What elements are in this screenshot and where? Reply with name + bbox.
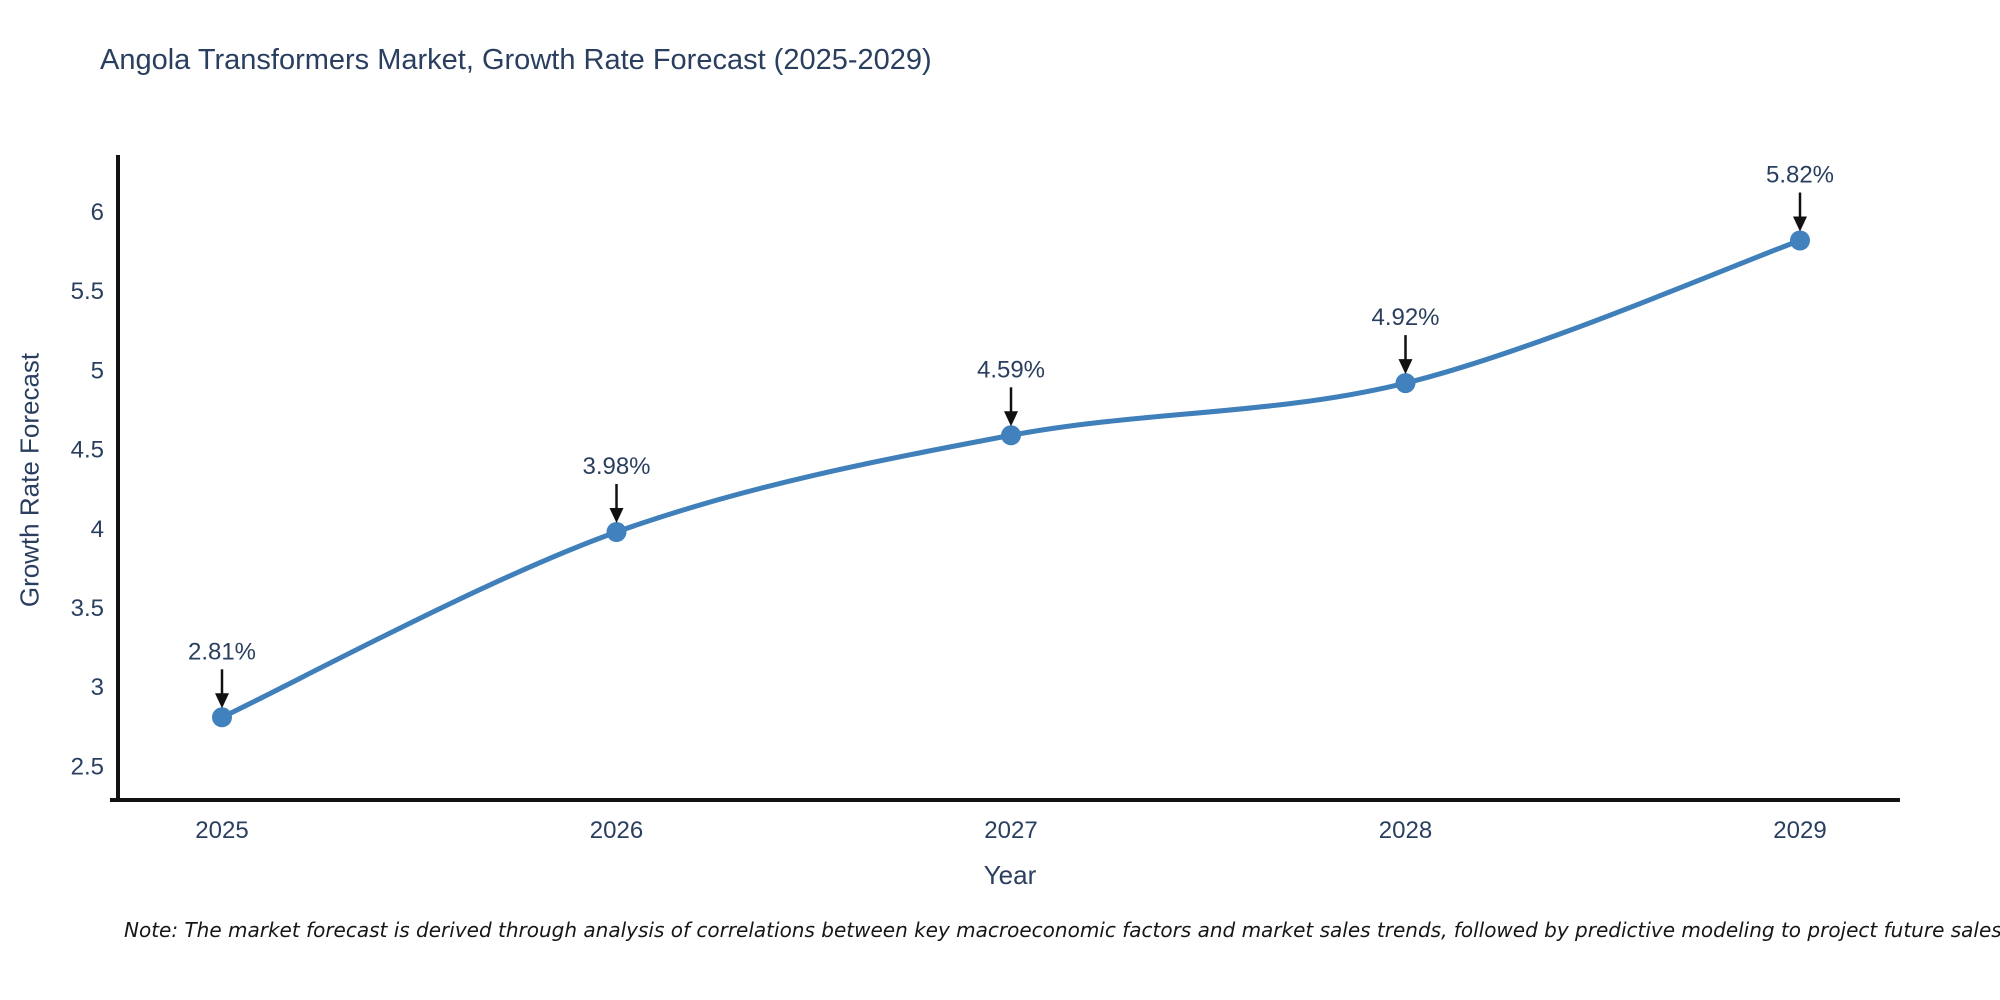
y-tick-label: 5 [91, 357, 104, 384]
y-tick-label: 4 [91, 516, 104, 543]
data-point-2026 [606, 522, 627, 542]
x-tick-label: 2028 [1379, 817, 1432, 844]
annotation-label: 3.98% [582, 453, 650, 480]
chart-title: Angola Transformers Market, Growth Rate … [100, 44, 932, 76]
x-axis-title: Year [983, 860, 1037, 890]
data-point-2027 [1001, 425, 1021, 446]
annotation-label: 4.59% [977, 356, 1045, 383]
annotation-label: 2.81% [188, 638, 256, 665]
y-tick-label: 5.5 [71, 278, 104, 305]
x-tick-label: 2026 [590, 817, 643, 844]
annotation-arrowhead [1793, 216, 1807, 232]
line-series [219, 238, 1803, 720]
data-point-2025 [212, 707, 232, 728]
x-tick-label: 2025 [195, 817, 248, 844]
y-tick-label: 4.5 [71, 437, 104, 464]
annotation-label: 4.92% [1371, 304, 1439, 331]
data-point-2029 [1790, 230, 1810, 251]
x-tick-label: 2029 [1773, 817, 1826, 844]
annotation-arrowhead [215, 693, 229, 709]
footnote: Note: The market forecast is derived thr… [124, 918, 2000, 942]
data-point-2028 [1395, 373, 1416, 394]
y-tick-label: 3.5 [71, 595, 104, 622]
annotation-arrowhead [609, 508, 624, 523]
y-tick-label: 3 [91, 674, 104, 701]
annotation-arrowhead [1004, 411, 1018, 427]
x-tick-label: 2027 [984, 817, 1037, 844]
annotation-label: 5.82% [1766, 162, 1834, 189]
y-tick-label: 6 [91, 199, 104, 226]
annotation-arrowhead [1398, 359, 1413, 375]
y-tick-label: 2.5 [71, 753, 104, 780]
